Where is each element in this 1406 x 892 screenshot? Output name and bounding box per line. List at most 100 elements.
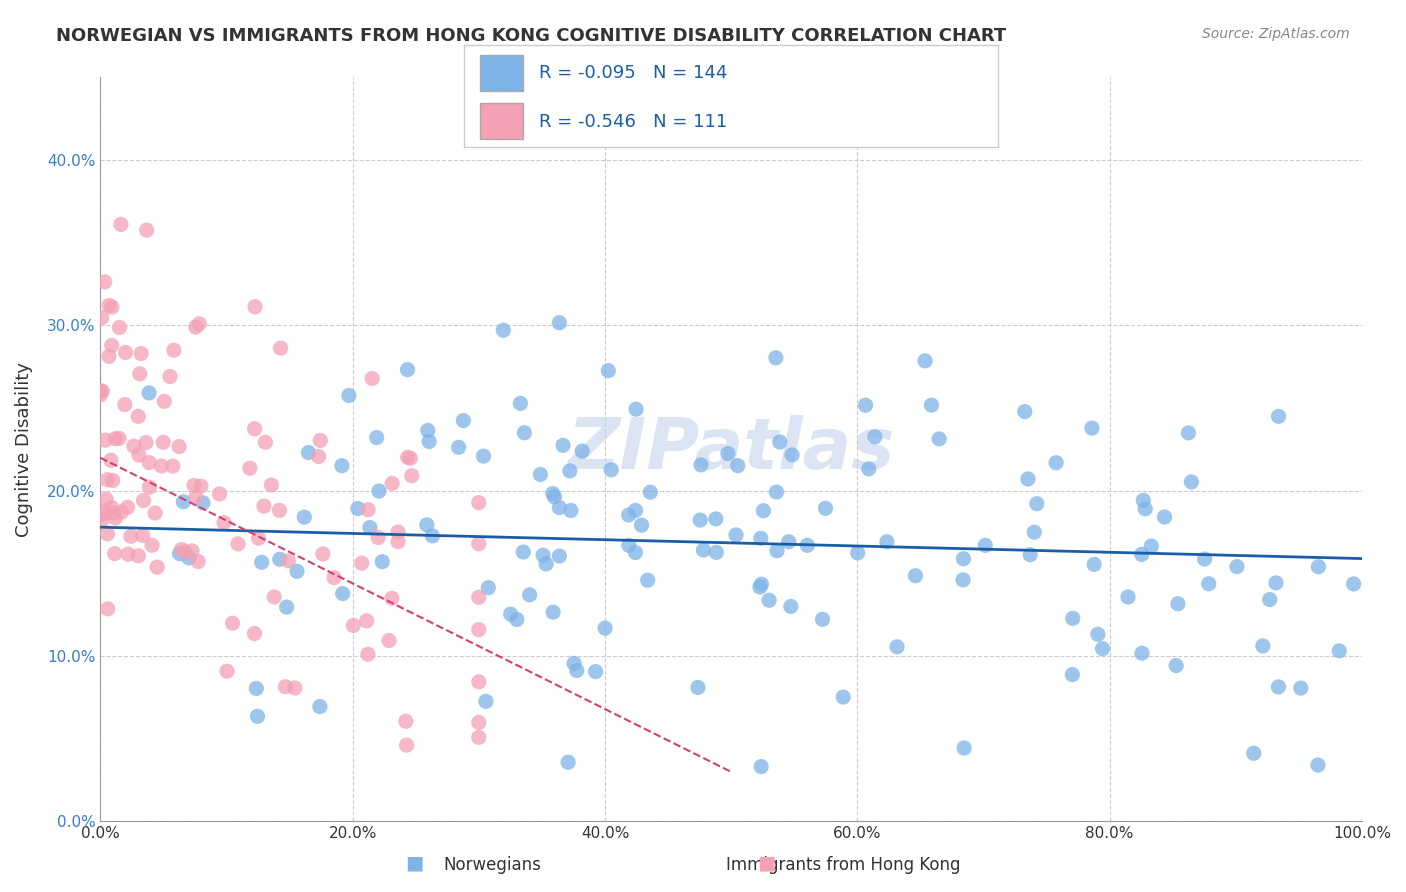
Point <box>1166 658 1188 673</box>
Point <box>357 647 380 661</box>
Point <box>127 409 149 424</box>
Point <box>129 346 152 360</box>
Point <box>91 513 114 527</box>
Point <box>367 531 389 545</box>
Point <box>1081 421 1104 435</box>
Point <box>172 494 194 508</box>
Point <box>395 714 418 729</box>
Point <box>114 345 136 359</box>
Point <box>108 320 131 334</box>
Point <box>250 555 273 569</box>
Point <box>766 543 789 558</box>
Point <box>548 549 571 563</box>
Point <box>541 605 564 619</box>
Point <box>90 310 112 325</box>
Point <box>174 545 197 559</box>
Point <box>181 544 204 558</box>
Point <box>477 581 499 595</box>
Point <box>103 506 125 520</box>
Point <box>468 731 491 745</box>
Point <box>94 504 117 518</box>
Point <box>1062 667 1084 681</box>
Point <box>381 591 404 606</box>
Point <box>1177 425 1199 440</box>
Point <box>215 664 238 678</box>
Point <box>208 487 231 501</box>
Point <box>152 435 174 450</box>
Point <box>395 738 418 752</box>
Point <box>416 424 439 438</box>
Point <box>914 353 936 368</box>
Point <box>396 362 419 376</box>
Point <box>832 690 855 704</box>
Point <box>91 384 114 398</box>
Point <box>110 218 132 232</box>
Point <box>557 755 579 769</box>
Point <box>128 448 150 462</box>
Point <box>337 388 360 402</box>
Point <box>1091 641 1114 656</box>
Text: ■: ■ <box>756 854 776 872</box>
Point <box>974 538 997 552</box>
Point <box>143 506 166 520</box>
Point <box>624 503 647 517</box>
Point <box>359 520 381 534</box>
Point <box>640 485 662 500</box>
Point <box>122 439 145 453</box>
Point <box>1019 548 1042 562</box>
Point <box>274 680 297 694</box>
Point <box>1062 611 1084 625</box>
Point <box>600 463 623 477</box>
Point <box>96 492 118 507</box>
Point <box>127 549 149 563</box>
Point <box>100 453 122 467</box>
Point <box>132 528 155 542</box>
Point <box>1267 680 1289 694</box>
Text: Norwegians: Norwegians <box>443 856 541 874</box>
Point <box>904 568 927 582</box>
Point <box>101 500 124 515</box>
Point <box>519 588 541 602</box>
Point <box>506 612 529 626</box>
Point <box>717 446 740 460</box>
Point <box>769 434 792 449</box>
Point <box>472 449 495 463</box>
Point <box>98 350 121 364</box>
Point <box>401 468 423 483</box>
Point <box>724 528 747 542</box>
Point <box>418 434 440 449</box>
Point <box>541 486 564 500</box>
Point <box>368 483 391 498</box>
Point <box>551 438 574 452</box>
Point <box>512 545 534 559</box>
Y-axis label: Cognitive Disability: Cognitive Disability <box>15 362 32 537</box>
Point <box>135 435 157 450</box>
Point <box>630 518 652 533</box>
Point <box>846 546 869 560</box>
Point <box>245 681 267 696</box>
Point <box>94 433 117 447</box>
Point <box>1308 559 1330 574</box>
Point <box>332 586 354 600</box>
Point <box>162 459 184 474</box>
Point <box>531 548 554 562</box>
Point <box>1087 627 1109 641</box>
Point <box>396 450 419 465</box>
Point <box>183 478 205 492</box>
Point <box>1343 577 1365 591</box>
Text: ■: ■ <box>405 854 425 872</box>
Point <box>104 511 127 525</box>
Point <box>177 550 200 565</box>
Point <box>422 529 444 543</box>
Point <box>468 715 491 730</box>
Point <box>727 458 749 473</box>
Point <box>138 480 160 494</box>
Point <box>796 538 818 552</box>
Point <box>117 547 139 561</box>
Point <box>101 300 124 314</box>
Point <box>387 524 409 539</box>
Point <box>748 580 770 594</box>
Point <box>692 543 714 558</box>
Point <box>686 681 709 695</box>
Point <box>1264 575 1286 590</box>
